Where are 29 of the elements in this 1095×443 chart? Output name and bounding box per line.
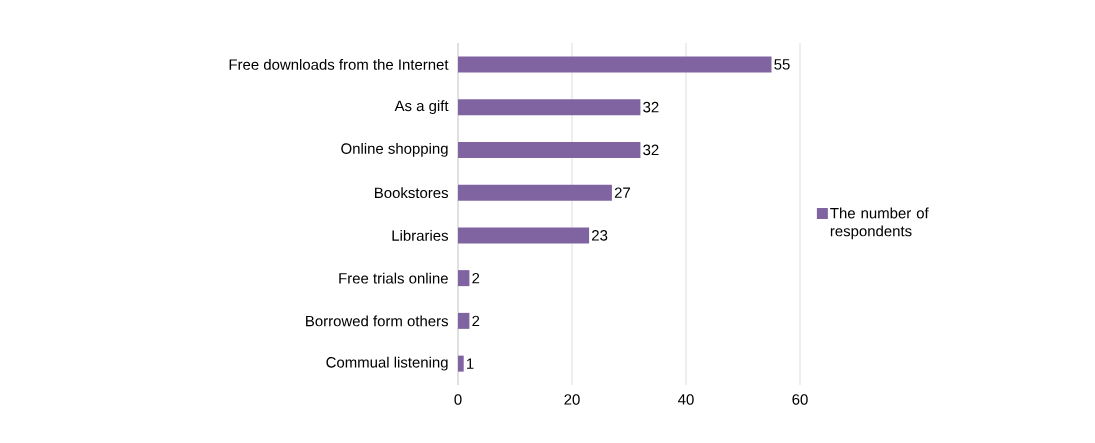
data-label: 32 — [643, 144, 659, 156]
data-label: 32 — [643, 101, 659, 113]
bar — [458, 99, 641, 116]
y-tick-label: Libraries — [392, 229, 449, 241]
data-label: 23 — [592, 230, 608, 241]
bar — [458, 312, 470, 329]
bar — [458, 270, 470, 287]
y-tick-label: Online shopping — [341, 142, 448, 157]
y-tick-label: Borrowed form others — [306, 315, 448, 327]
y-tick-label: Free downloads from the Internet — [229, 58, 449, 70]
data-label: 55 — [774, 59, 790, 70]
data-label: 2 — [472, 272, 480, 284]
y-tick-label: Commual listening — [326, 356, 448, 371]
data-label: 27 — [614, 187, 630, 198]
y-tick-label: As a gift — [394, 100, 449, 115]
x-tick-label: 0 — [454, 394, 462, 405]
x-tick-label: 60 — [792, 394, 808, 405]
data-label: 2 — [472, 315, 480, 327]
x-tick-label: 20 — [564, 394, 580, 405]
bar — [458, 227, 590, 244]
data-label: 1 — [467, 358, 474, 369]
y-tick-label: Free trials online — [339, 272, 448, 284]
x-tick-label: 40 — [678, 394, 694, 405]
bar — [458, 355, 464, 372]
legend-label: The number of respondents — [830, 207, 929, 240]
bar — [458, 141, 641, 158]
bar — [458, 56, 772, 73]
bar — [458, 184, 612, 201]
y-tick-label: Bookstores — [375, 187, 449, 199]
